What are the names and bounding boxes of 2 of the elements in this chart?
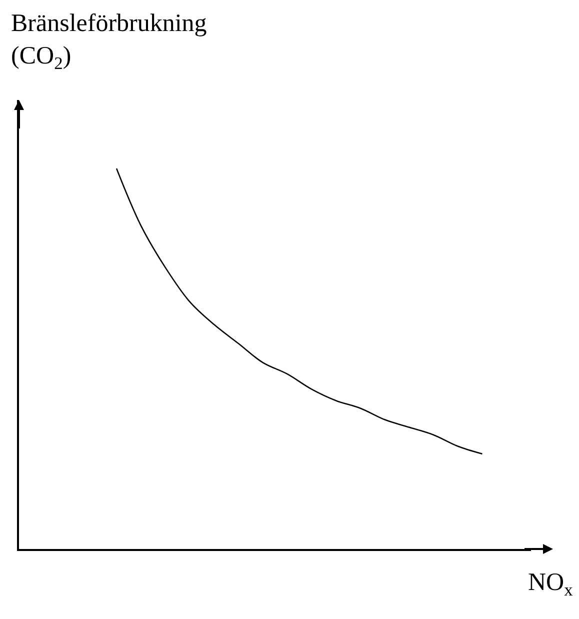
x-axis-title: NO$_{x}$	[528, 569, 574, 600]
y-axis-title: Bränsleförbrukning (CO$_{2}$)	[11, 10, 208, 73]
